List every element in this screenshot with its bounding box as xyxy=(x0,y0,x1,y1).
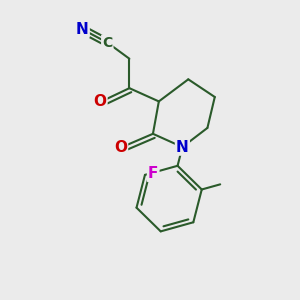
Text: F: F xyxy=(148,166,158,181)
Text: N: N xyxy=(76,22,89,37)
Text: N: N xyxy=(176,140,189,154)
Text: O: O xyxy=(114,140,127,154)
Text: C: C xyxy=(102,35,112,50)
Text: O: O xyxy=(93,94,106,109)
